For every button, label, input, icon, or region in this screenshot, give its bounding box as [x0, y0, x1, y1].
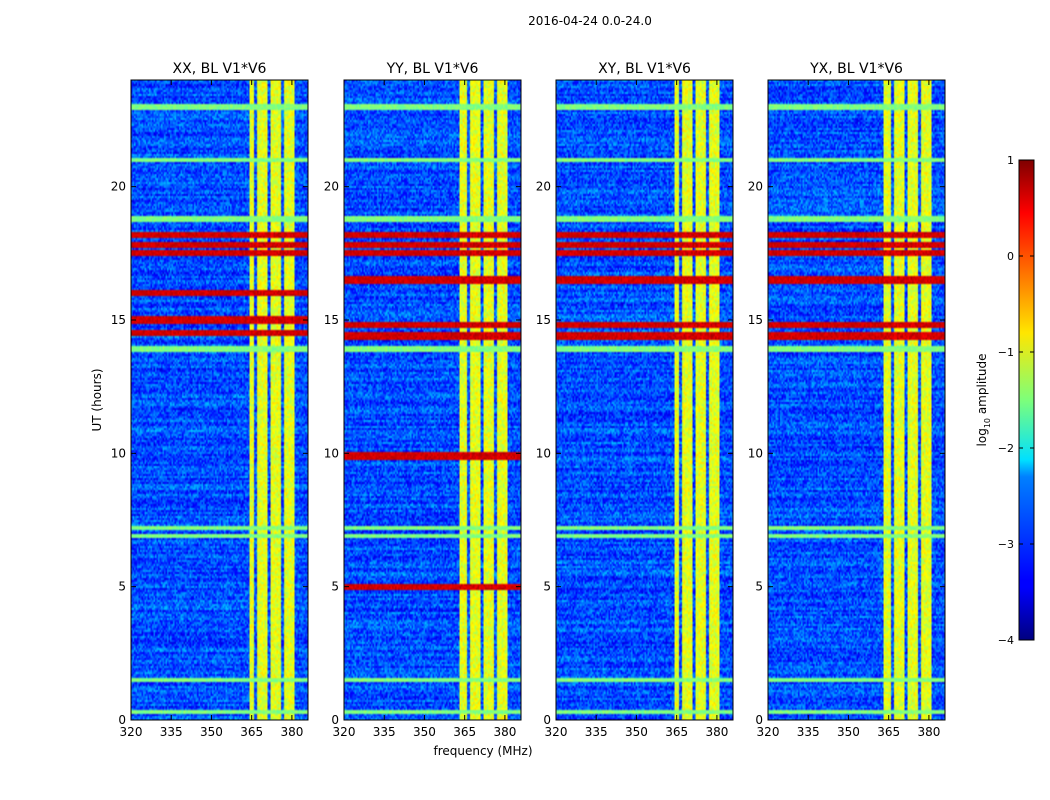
y-axis-label: UT (hours): [90, 368, 104, 431]
y-tick-label: 20: [324, 180, 339, 194]
x-tick-label: 350: [625, 725, 648, 739]
panel-title: XX, BL V1*V6: [173, 61, 267, 77]
y-tick-label: 0: [118, 713, 126, 727]
heatmap-panel-2: YY, BL V1*V6 320 335 350 365 380 0 5 10 15 20: [324, 61, 522, 739]
y-tick-label: 5: [331, 580, 339, 594]
x-tick-label: 350: [413, 725, 436, 739]
x-tick-label: 350: [837, 725, 860, 739]
colorbar-tick-label: 0: [1007, 250, 1014, 263]
x-axis-label: frequency (MHz): [433, 744, 532, 758]
y-tick-label: 15: [748, 313, 763, 327]
panel-title: YY, BL V1*V6: [386, 61, 479, 77]
colorbar-tick-label: −2: [998, 442, 1014, 455]
panel-frame: [555, 79, 734, 721]
x-tick-label: 380: [493, 725, 516, 739]
y-tick-label: 10: [324, 446, 339, 460]
panel-frame: [343, 79, 522, 721]
colorbar-label-sub: 10: [983, 418, 992, 428]
y-tick-label: 10: [748, 446, 763, 460]
colorbar-gradient: [1018, 159, 1035, 641]
x-tick-label: 335: [585, 725, 608, 739]
x-tick-label: 320: [333, 725, 356, 739]
colorbar-tick-label: −1: [998, 346, 1014, 359]
colorbar-label-main: log: [975, 428, 989, 446]
y-tick-label: 15: [324, 313, 339, 327]
x-tick-label: 320: [120, 725, 143, 739]
x-tick-label: 350: [200, 725, 223, 739]
y-tick-label: 0: [755, 713, 763, 727]
x-tick-label: 335: [373, 725, 396, 739]
y-tick-label: 10: [536, 446, 551, 460]
x-tick-label: 380: [705, 725, 728, 739]
colorbar-tick-label: −3: [998, 538, 1014, 551]
colorbar-tick-label: 1: [1007, 154, 1014, 167]
heatmap-panel-3: XY, BL V1*V6 320 335 350 365 380 0 5 10 15 20: [536, 61, 734, 739]
colorbar-ticks: 1 0 −1 −2 −3 −4: [998, 154, 1034, 647]
x-tick-label: 365: [877, 725, 900, 739]
y-tick-label: 20: [536, 180, 551, 194]
heatmap-panel-4: YX, BL V1*V6 320 335 350 365 380 0 5 10 15 20: [748, 61, 946, 739]
x-tick-label: 320: [757, 725, 780, 739]
colorbar-tick-label: −4: [998, 634, 1014, 647]
heatmap-panel-1: XX, BL V1*V6 320 335 350 365 380 0 5 10 15 20: [111, 61, 309, 739]
x-tick-label: 365: [240, 725, 263, 739]
figure-suptitle: 2016-04-24 0.0-24.0: [528, 14, 652, 28]
x-tick-label: 365: [665, 725, 688, 739]
y-tick-label: 5: [543, 580, 551, 594]
panel-frame: [767, 79, 946, 721]
y-tick-label: 0: [331, 713, 339, 727]
heatmap-image-3: [556, 80, 733, 720]
heatmap-image-1: [131, 80, 308, 720]
panel-title: XY, BL V1*V6: [598, 61, 691, 77]
y-tick-label: 20: [748, 180, 763, 194]
colorbar: 10−1−2−3−4 log10 amplitude: [975, 154, 1035, 647]
y-tick-label: 5: [755, 580, 763, 594]
y-tick-label: 20: [111, 180, 126, 194]
y-tick-label: 15: [536, 313, 551, 327]
panel-frame: [130, 79, 309, 721]
colorbar-label-tail: amplitude: [975, 354, 989, 418]
heatmap-image-2: [344, 80, 521, 720]
colorbar-label: log10 amplitude: [975, 354, 992, 447]
y-tick-label: 0: [543, 713, 551, 727]
panel-title: YX, BL V1*V6: [809, 61, 903, 77]
heatmap-image-4: [768, 80, 945, 720]
y-tick-label: 15: [111, 313, 126, 327]
y-tick-label: 10: [111, 446, 126, 460]
x-tick-label: 365: [453, 725, 476, 739]
x-tick-label: 380: [280, 725, 303, 739]
y-tick-label: 5: [118, 580, 126, 594]
x-tick-label: 320: [545, 725, 568, 739]
x-tick-label: 335: [160, 725, 183, 739]
x-tick-label: 380: [917, 725, 940, 739]
x-tick-label: 335: [797, 725, 820, 739]
